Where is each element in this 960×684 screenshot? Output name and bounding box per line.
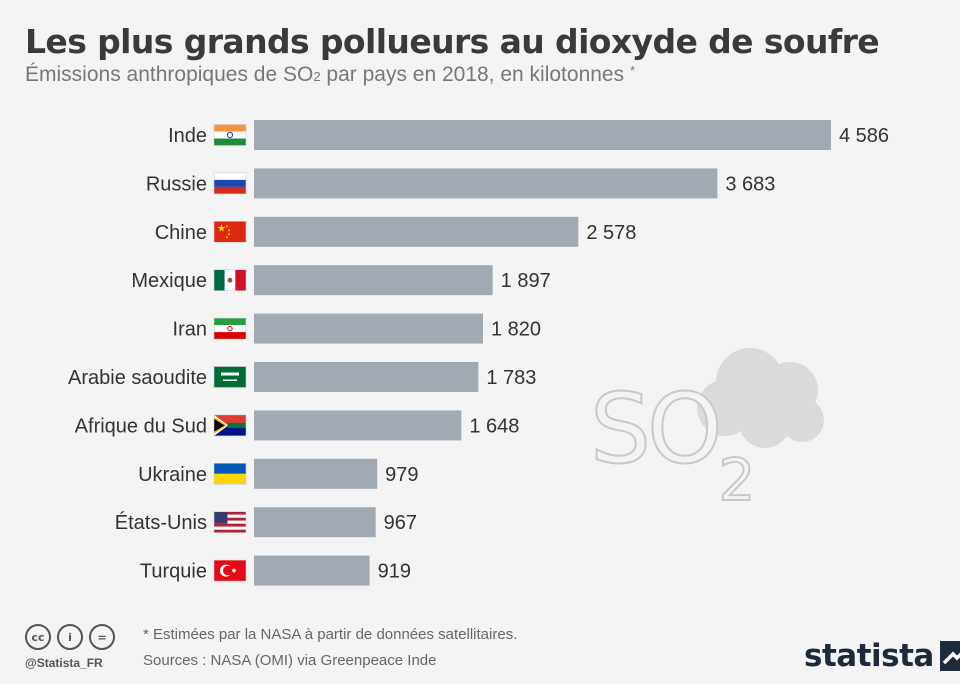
mexico-flag-icon <box>213 269 247 292</box>
category-label: Iran <box>173 319 207 341</box>
statista-mark-icon <box>939 641 960 671</box>
bar <box>254 120 831 150</box>
china-flag-icon: ★ <box>213 221 247 243</box>
value-label: 2 578 <box>586 222 636 244</box>
iran-flag-icon <box>213 317 247 340</box>
chart-subtitle: Émissions anthropiques de SO2 par pays e… <box>25 63 636 86</box>
cloud-icon <box>697 348 824 448</box>
bar <box>254 458 378 489</box>
value-label: 1 820 <box>491 319 541 341</box>
bar <box>254 216 579 247</box>
category-label: Turquie <box>140 561 207 583</box>
social-handle: @Statista_FR <box>25 656 103 670</box>
category-label: Russie <box>146 173 207 195</box>
category-label: Arabie saoudite <box>68 367 207 389</box>
bar <box>254 555 370 586</box>
bar <box>254 313 483 344</box>
value-label: 1 648 <box>469 415 519 437</box>
category-label: États-Unis <box>115 511 207 534</box>
bar <box>254 362 479 392</box>
sources: Sources : NASA (OMI) via Greenpeace Inde <box>143 652 437 669</box>
nd-icon: = <box>89 624 115 650</box>
category-label: Chine <box>155 222 207 244</box>
category-label: Inde <box>168 125 207 147</box>
cc-icon: cc <box>25 624 51 650</box>
saudi-arabia-flag-icon <box>213 366 247 388</box>
category-label: Mexique <box>131 270 207 292</box>
chart-title: Les plus grands pollueurs au dioxyde de … <box>25 22 880 61</box>
svg-text:★: ★ <box>217 223 226 234</box>
bar <box>254 168 718 199</box>
russia-flag-icon <box>213 172 247 195</box>
value-label: 979 <box>385 464 418 486</box>
value-label: 3 683 <box>725 173 775 195</box>
license-icons: cc i = <box>25 624 115 650</box>
so2-decoration: SO2 <box>590 348 824 510</box>
brand-text: statista <box>804 638 934 674</box>
category-label: Afrique du Sud <box>75 415 207 437</box>
value-label: 4 586 <box>839 125 889 147</box>
turkey-flag-icon <box>213 559 247 582</box>
category-label: Ukraine <box>138 464 207 486</box>
so2-label: SO2 <box>590 373 751 510</box>
value-label: 967 <box>384 512 417 534</box>
south-africa-flag-icon <box>213 414 247 437</box>
ukraine-flag-icon <box>213 462 247 485</box>
statista-logo[interactable]: statista <box>804 638 960 674</box>
usa-flag-icon <box>213 511 247 534</box>
bar <box>254 507 376 538</box>
value-label: 919 <box>378 561 411 583</box>
india-flag-icon <box>213 124 247 146</box>
value-label: 1 783 <box>486 367 536 389</box>
by-icon: i <box>57 624 83 650</box>
footnote: * Estimées par la NASA à partir de donné… <box>143 626 518 643</box>
bar <box>254 265 493 296</box>
value-label: 1 897 <box>501 270 551 292</box>
bar <box>254 410 462 441</box>
